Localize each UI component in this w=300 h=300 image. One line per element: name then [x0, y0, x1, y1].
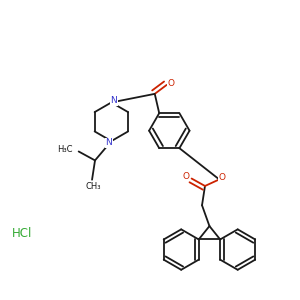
Text: CH₃: CH₃	[86, 182, 101, 191]
Text: O: O	[168, 79, 175, 88]
Text: N: N	[106, 138, 112, 147]
Text: O: O	[219, 173, 226, 182]
Text: HCl: HCl	[12, 227, 32, 240]
Text: O: O	[183, 172, 190, 181]
Text: N: N	[110, 97, 117, 106]
Text: H₃C: H₃C	[57, 145, 72, 154]
